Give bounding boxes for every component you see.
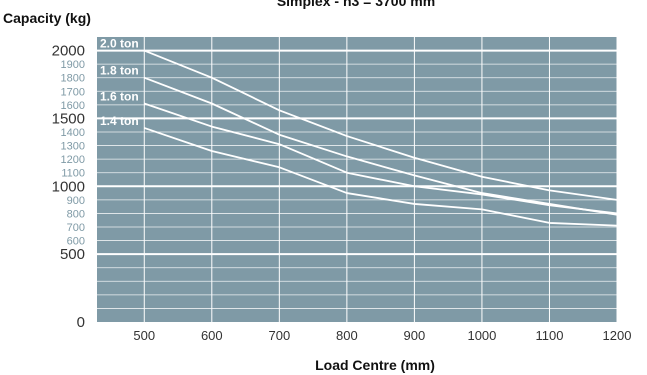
y-tick-label-minor: 1800: [61, 73, 85, 85]
x-tick-label: 900: [404, 328, 426, 343]
y-tick-label-minor: 600: [67, 236, 85, 248]
chart-title: Simplex - h3 = 3700 mm: [277, 0, 435, 9]
y-tick-label-minor: 800: [67, 208, 85, 220]
y-tick-label-minor: 1200: [61, 154, 85, 166]
series-label-2: 1.6 ton: [100, 90, 139, 104]
y-tick-label-minor: 1100: [61, 168, 85, 180]
series-label-3: 1.4 ton: [100, 114, 139, 128]
series-line-0: [143, 49, 618, 201]
series-line-1: [143, 76, 618, 216]
y-tick-label-major: 2000: [52, 43, 85, 60]
series-lines: [143, 49, 618, 227]
vertical-gridlines: [143, 37, 618, 322]
y-tick-label-major: 500: [60, 246, 85, 263]
x-tick-label: 1200: [603, 328, 632, 343]
x-tick-label: 1100: [535, 328, 563, 343]
y-tick-label-minor: 900: [67, 195, 85, 207]
x-axis-ticks: 500 600 700 800 900 1000 1100 1200: [133, 328, 631, 343]
plot-area: [97, 37, 617, 322]
y-tick-label-major: 0: [77, 314, 85, 331]
y-tick-label-minor: 1300: [61, 141, 85, 153]
horizontal-gridlines: [97, 49, 617, 309]
x-tick-label: 700: [268, 328, 290, 343]
series-label-1: 1.8 ton: [100, 64, 139, 78]
y-tick-label-minor: 1400: [61, 127, 85, 139]
x-tick-label: 1000: [467, 328, 496, 343]
x-tick-label: 800: [336, 328, 358, 343]
y-tick-label-minor: 1600: [61, 100, 85, 112]
y-axis-label: Capacity (kg): [3, 10, 91, 26]
y-tick-label-minor: 1700: [61, 86, 85, 98]
y-tick-label-major: 1000: [52, 178, 85, 195]
series-line-3: [143, 127, 618, 227]
series-line-2: [143, 102, 618, 215]
x-tick-label: 600: [201, 328, 223, 343]
x-axis-label: Load Centre (mm): [315, 357, 435, 373]
x-tick-label: 500: [133, 328, 155, 343]
series-labels: 2.0 ton 1.8 ton 1.6 ton 1.4 ton: [100, 37, 139, 128]
series-label-0: 2.0 ton: [100, 37, 139, 51]
y-tick-label-minor: 1900: [61, 59, 85, 71]
y-tick-label-major: 1500: [52, 110, 85, 127]
y-tick-label-minor: 700: [67, 222, 85, 234]
